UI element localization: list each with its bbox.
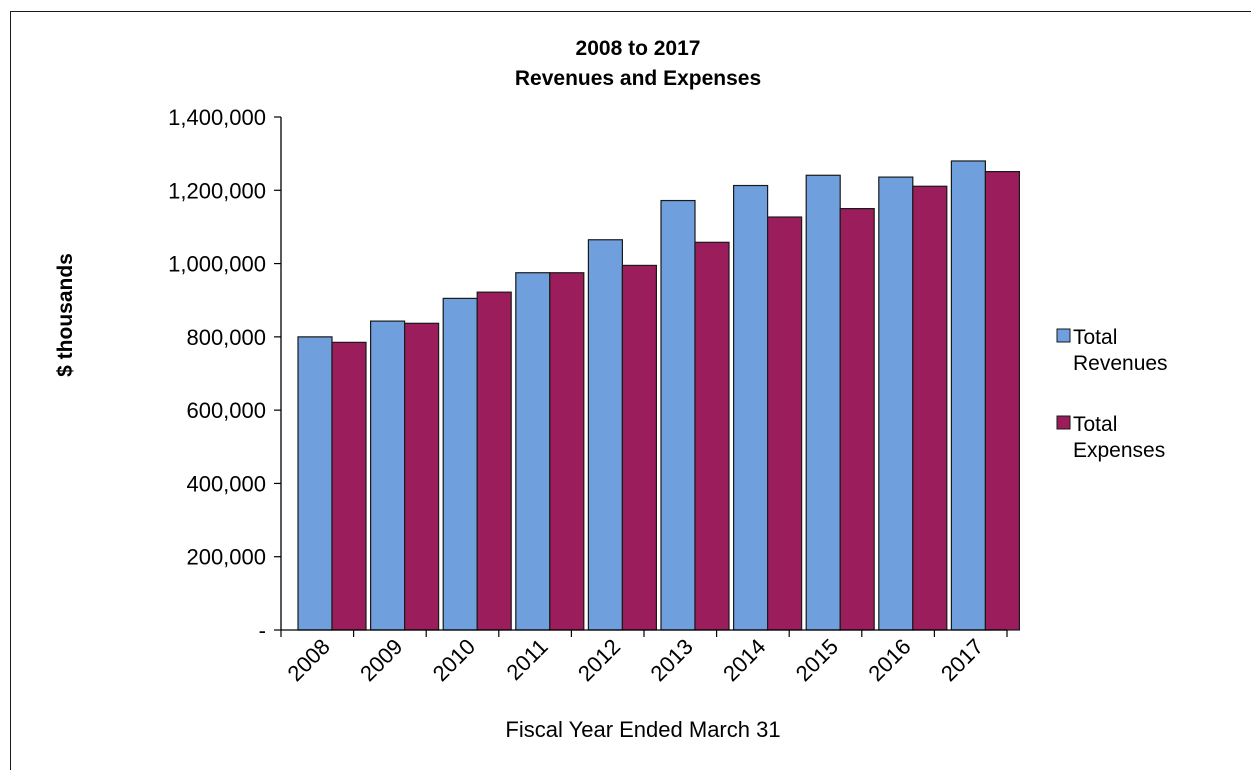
legend-swatch — [1056, 328, 1071, 343]
bar-expenses-2011 — [549, 272, 585, 631]
y-tick-label: 1,000,000 — [168, 252, 266, 277]
x-tick-label: 2008 — [283, 634, 335, 686]
x-tick-label: 2012 — [573, 634, 625, 686]
bar-expenses-2008 — [331, 341, 367, 631]
bars — [297, 160, 1021, 631]
legend-label: Total — [1073, 326, 1117, 349]
chart-title-line-2: Revenues and Expenses — [515, 67, 761, 90]
bar-revenues-2011 — [515, 272, 551, 631]
x-axis-label: Fiscal Year Ended March 31 — [505, 717, 780, 742]
bar-revenues-2015 — [805, 174, 841, 631]
bar-revenues-2012 — [587, 239, 624, 631]
x-tick-label: 2010 — [428, 634, 480, 686]
chart-title-line-1: 2008 to 2017 — [576, 37, 701, 60]
legend-swatch — [1056, 415, 1071, 430]
chart-frame — [10, 11, 1251, 770]
bar-expenses-2012 — [621, 264, 658, 631]
legend-label: Expenses — [1073, 439, 1165, 462]
y-axis-ticks: - 200,000 400,000 600,000 800,000 1,000,000 1,… — [168, 105, 281, 643]
bar-expenses-2013 — [694, 241, 730, 631]
bar-expenses-2017 — [984, 170, 1021, 631]
chart-title: 2008 to 2017 Revenues and Expenses — [515, 37, 761, 90]
y-tick-label: 1,200,000 — [168, 178, 266, 203]
x-tick-label: 2016 — [863, 634, 915, 686]
bar-expenses-2010 — [476, 291, 512, 631]
x-tick-label: 2013 — [646, 634, 698, 686]
y-tick-label: 600,000 — [186, 398, 266, 423]
y-tick-label: - — [259, 618, 266, 643]
x-tick-label: 2009 — [355, 634, 407, 686]
bar-revenues-2008 — [297, 336, 333, 631]
x-tick-label: 2011 — [502, 634, 553, 685]
bar-revenues-2009 — [370, 320, 406, 631]
bar-revenues-2010 — [442, 297, 478, 631]
x-tick-label: 2014 — [718, 634, 770, 686]
legend: Total Revenues Total Expenses — [1056, 326, 1168, 462]
y-axis-label: $ thousands — [54, 253, 77, 377]
legend-label: Total — [1073, 413, 1117, 436]
bar-expenses-2014 — [766, 216, 803, 631]
legend-label: Revenues — [1073, 352, 1168, 375]
y-tick-label: 400,000 — [186, 471, 266, 496]
x-tick-label: 2017 — [936, 634, 988, 686]
bar-expenses-2009 — [404, 322, 440, 631]
bar-revenues-2014 — [732, 184, 769, 631]
bar-revenues-2016 — [878, 176, 914, 631]
bar-revenues-2017 — [950, 160, 987, 631]
x-tick-label: 2015 — [791, 634, 843, 686]
y-tick-label: 200,000 — [186, 545, 266, 570]
y-tick-label: 1,400,000 — [168, 105, 266, 130]
bar-expenses-2015 — [839, 208, 875, 631]
x-axis-ticks: 2008 2009 2010 2011 2012 2013 2014 2015 2016 2017 — [280, 630, 1008, 686]
y-tick-label: 800,000 — [186, 325, 266, 350]
bar-expenses-2016 — [912, 185, 948, 631]
bar-revenues-2013 — [660, 199, 696, 631]
